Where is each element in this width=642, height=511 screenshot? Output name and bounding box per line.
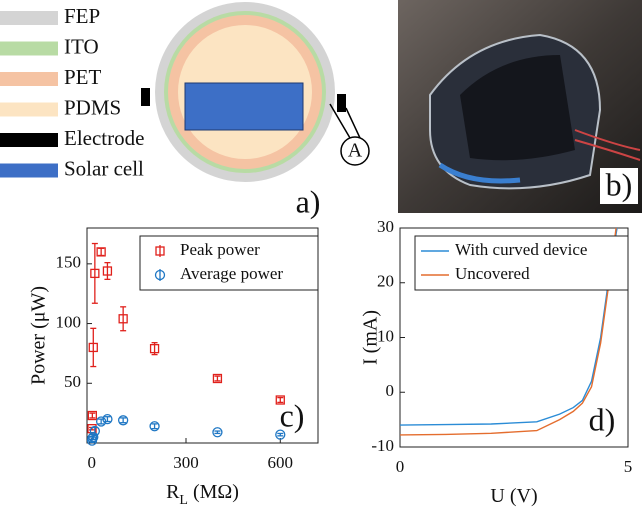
y-tick-label: 0: [386, 381, 395, 400]
legend-label: PET: [64, 65, 102, 89]
electrode: [141, 88, 150, 106]
legend-swatch: [0, 11, 58, 25]
legend-label: Peak power: [180, 240, 260, 259]
photo: b): [398, 0, 642, 213]
x-axis-label-part: R: [166, 481, 180, 503]
panel-label: d): [589, 401, 616, 437]
legend-swatch: [0, 133, 58, 147]
x-axis-label-part: U (V): [490, 485, 537, 507]
x-axis-label: U (V): [490, 485, 537, 507]
legend-label: Electrode: [64, 126, 144, 150]
y-axis-label: Power (μW): [28, 286, 50, 385]
legend-label: Uncovered: [455, 264, 530, 283]
legend-label: Average power: [180, 264, 283, 283]
legend-label: With curved device: [455, 240, 587, 259]
legend-label: ITO: [64, 34, 99, 58]
y-tick-label: 150: [56, 253, 82, 272]
solar-cell: [185, 83, 303, 130]
legend-label: FEP: [64, 4, 100, 28]
legend-label: Solar cell: [64, 156, 144, 180]
x-axis-label-part: (MΩ): [188, 481, 239, 503]
y-tick-label: 20: [377, 272, 394, 291]
x-tick-label: 0: [87, 453, 96, 472]
cross-section: A a): [141, 2, 369, 219]
x-tick-label: 0: [396, 457, 405, 476]
legend-swatch: [0, 42, 58, 56]
x-tick-label: 5: [624, 457, 633, 476]
y-tick-label: 50: [64, 372, 81, 391]
x-tick-label: 600: [268, 453, 294, 472]
y-tick-label: -10: [371, 436, 394, 455]
panel-label: c): [280, 397, 305, 433]
legend-label: PDMS: [64, 95, 121, 119]
panel-label: a): [296, 183, 321, 219]
y-tick-label: 100: [56, 312, 82, 331]
x-axis-label: RL (MΩ): [166, 481, 239, 508]
legend-swatch: [0, 103, 58, 117]
legend-swatch: [0, 164, 58, 178]
x-tick-label: 300: [173, 453, 199, 472]
electrode: [337, 94, 346, 112]
legend-swatch: [0, 72, 58, 86]
y-tick-label: 30: [377, 217, 394, 236]
y-axis-label: I (mA): [360, 310, 382, 365]
callout-label: A: [348, 140, 363, 162]
x-axis-label-part: L: [179, 493, 188, 508]
figure: A a) b) FEP ITO PET PDMS Electrode Solar cell…: [0, 0, 642, 511]
panel-label: b): [606, 166, 633, 202]
